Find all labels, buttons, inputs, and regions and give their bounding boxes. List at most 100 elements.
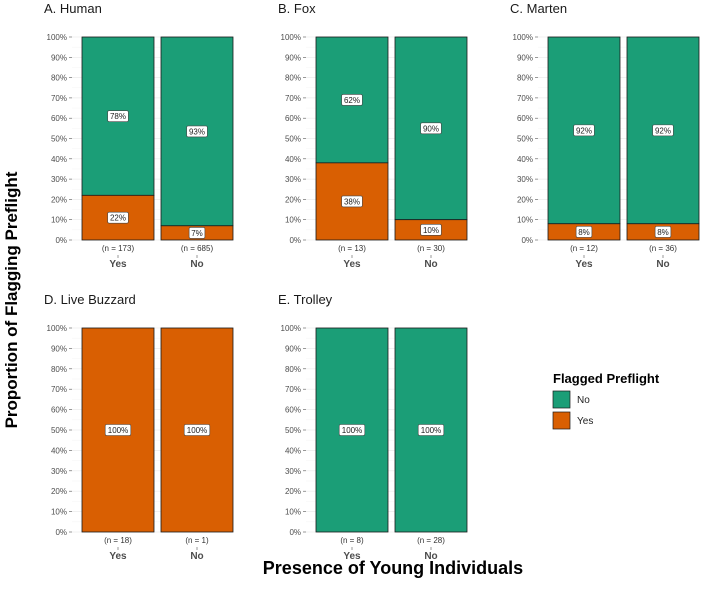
data-label-yes-box: [183, 424, 211, 436]
y-tick-label: 10%: [285, 508, 301, 517]
data-label-no-box: [341, 94, 363, 106]
y-tick-label: 100%: [47, 324, 67, 333]
data-label-yes-box: [654, 226, 672, 238]
legend: Flagged Preflight No Yes: [552, 371, 660, 430]
data-label-yes: 100%: [108, 426, 128, 435]
legend-title: Flagged Preflight: [553, 371, 660, 386]
y-tick-label: 40%: [285, 155, 301, 164]
y-tick-label: 80%: [285, 365, 301, 374]
y-tick-label: 50%: [285, 135, 301, 144]
y-tick-label: 30%: [285, 175, 301, 184]
y-tick-label: 60%: [285, 114, 301, 123]
x-category-label: No: [190, 259, 203, 270]
panel-4: D. Live Buzzard 0% 10% 20% 30% 40% 50% 60% 70% 80…: [44, 292, 234, 562]
data-label-no-box: [338, 424, 366, 436]
data-label-yes-box: [104, 424, 132, 436]
y-tick-label: 50%: [51, 135, 67, 144]
data-label-yes-box: [188, 227, 206, 239]
y-tick-label: 70%: [285, 94, 301, 103]
y-tick-label: 60%: [517, 114, 533, 123]
y-tick-label: 0%: [289, 236, 301, 245]
data-label-no-box: [186, 125, 208, 138]
sample-size-label: (n = 28): [417, 536, 445, 545]
sample-size-label: (n = 18): [104, 536, 132, 545]
x-category-label: No: [656, 259, 669, 270]
data-label-no-box: [417, 424, 445, 436]
y-axis-label: Proportion of Flagging Preflight: [2, 171, 21, 428]
data-label-no: 100%: [421, 426, 441, 435]
data-label-yes: 100%: [187, 426, 207, 435]
y-tick-label: 0%: [521, 236, 533, 245]
x-axis-label: Presence of Young Individuals: [263, 558, 523, 578]
y-tick-label: 30%: [517, 175, 533, 184]
sample-size-label: (n = 173): [102, 244, 135, 253]
legend-swatch-yes: [552, 411, 571, 430]
data-label-yes: 7%: [191, 229, 203, 238]
y-tick-label: 10%: [51, 508, 67, 517]
y-tick-label: 70%: [517, 94, 533, 103]
data-label-yes-box: [575, 226, 593, 238]
x-category-label: No: [190, 551, 203, 562]
y-tick-label: 30%: [51, 467, 67, 476]
y-tick-label: 80%: [517, 74, 533, 83]
y-tick-label: 100%: [281, 33, 301, 42]
x-category-label: Yes: [343, 259, 361, 270]
y-tick-label: 20%: [285, 487, 301, 496]
y-tick-label: 10%: [285, 216, 301, 225]
data-label-yes-box: [420, 224, 442, 236]
data-label-yes: 10%: [423, 226, 439, 235]
y-tick-label: 40%: [51, 155, 67, 164]
chart-panels: A. Human 0% 10% 20% 30% 40% 50% 60% 70% 80% 90% 100…: [44, 1, 700, 562]
y-tick-label: 50%: [51, 426, 67, 435]
data-label-no: 62%: [344, 96, 360, 105]
y-tick-label: 80%: [51, 74, 67, 83]
y-tick-label: 40%: [517, 155, 533, 164]
y-tick-label: 30%: [285, 467, 301, 476]
y-tick-label: 90%: [517, 53, 533, 62]
data-label-yes-box: [107, 211, 129, 224]
data-label-no-box: [652, 124, 674, 137]
sample-size-label: (n = 12): [570, 244, 598, 253]
y-tick-label: 20%: [51, 487, 67, 496]
data-label-no-box: [420, 122, 442, 135]
y-tick-label: 80%: [51, 365, 67, 374]
panel-1: A. Human 0% 10% 20% 30% 40% 50% 60% 70% 80% 90% 100…: [44, 1, 234, 270]
x-category-label: Yes: [575, 259, 593, 270]
x-category-label: Yes: [109, 551, 127, 562]
panel-title: A. Human: [44, 1, 102, 16]
data-label-no: 93%: [189, 127, 205, 136]
y-tick-label: 20%: [285, 195, 301, 204]
panel-title: C. Marten: [510, 1, 567, 16]
panel-title: D. Live Buzzard: [44, 292, 136, 307]
data-label-yes: 22%: [110, 214, 126, 223]
y-tick-label: 60%: [51, 114, 67, 123]
legend-label-no: No: [577, 395, 590, 406]
x-category-label: Yes: [343, 551, 361, 562]
data-label-yes: 38%: [344, 197, 360, 206]
data-label-yes: 8%: [657, 228, 669, 237]
panel-title: E. Trolley: [278, 292, 333, 307]
y-tick-label: 30%: [51, 175, 67, 184]
y-tick-label: 80%: [285, 74, 301, 83]
sample-size-label: (n = 1): [185, 536, 209, 545]
bar-segment-no: [626, 36, 700, 225]
data-label-no: 92%: [576, 126, 592, 135]
y-tick-label: 50%: [517, 135, 533, 144]
data-label-no: 90%: [423, 124, 439, 133]
y-tick-label: 20%: [517, 195, 533, 204]
y-tick-label: 90%: [51, 344, 67, 353]
y-tick-label: 90%: [285, 344, 301, 353]
y-tick-label: 10%: [517, 216, 533, 225]
y-tick-label: 40%: [51, 446, 67, 455]
x-category-label: No: [424, 551, 437, 562]
sample-size-label: (n = 36): [649, 244, 677, 253]
sample-size-label: (n = 8): [340, 536, 364, 545]
sample-size-label: (n = 30): [417, 244, 445, 253]
data-label-no-box: [573, 124, 595, 137]
panel-2: B. Fox 0% 10% 20% 30% 40% 50% 60% 70% 80% 90% 100% 6…: [278, 1, 468, 270]
data-label-yes-box: [341, 195, 363, 208]
legend-label-yes: Yes: [577, 416, 593, 427]
data-label-no-box: [107, 110, 129, 122]
y-tick-label: 70%: [51, 94, 67, 103]
